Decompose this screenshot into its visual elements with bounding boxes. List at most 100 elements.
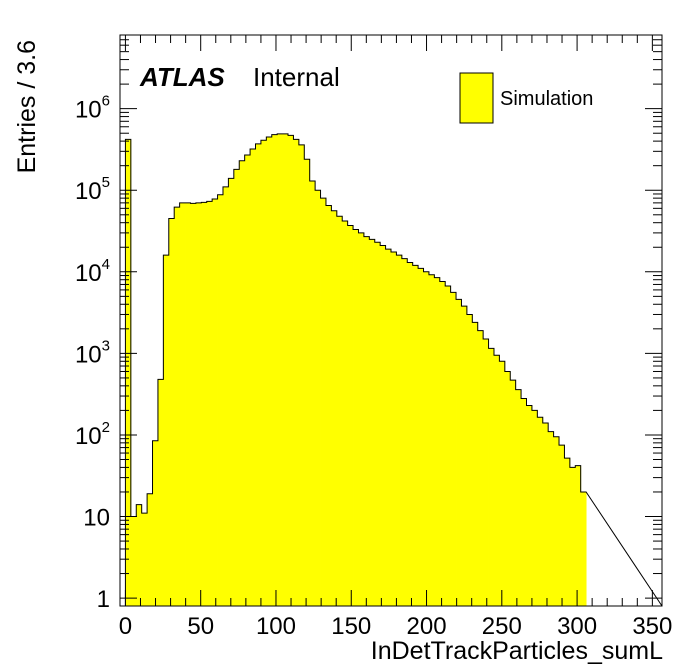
histogram-bar (407, 262, 414, 606)
histogram-bar (580, 491, 587, 606)
y-tick-label: 106 (75, 93, 110, 124)
histogram-bar (168, 218, 175, 606)
y-tick-label: 102 (75, 419, 110, 450)
histogram-bar (553, 436, 560, 606)
histogram-bar (157, 379, 164, 606)
histogram-bar (233, 169, 240, 606)
histogram-bar (342, 220, 349, 607)
histogram-bar (445, 285, 452, 606)
histogram-bar (212, 199, 218, 606)
histogram-bar (309, 180, 316, 607)
x-tick-label: 350 (632, 613, 672, 640)
histogram-bar (385, 249, 392, 606)
histogram-bar (141, 513, 148, 606)
histogram-bar (222, 186, 229, 606)
x-axis-title: InDetTrackParticles_sumL (371, 637, 663, 665)
histogram-bar (564, 458, 571, 606)
plot-border (119, 34, 663, 607)
histogram-bar (423, 271, 430, 606)
histogram-bar (336, 216, 343, 606)
histogram-bar (412, 265, 419, 606)
histogram-bar (461, 306, 468, 606)
y-tick-label: 105 (75, 174, 110, 205)
histogram-bar (542, 423, 549, 606)
histogram-bar (428, 274, 435, 606)
histogram-bar (493, 355, 500, 606)
histogram-bar (228, 178, 235, 606)
histogram-bar (369, 239, 376, 606)
plot-frame (119, 34, 663, 607)
histogram-bar (255, 143, 262, 607)
histogram-bar (260, 140, 267, 606)
histogram-bar (353, 229, 359, 606)
internal-label: Internal (253, 62, 340, 92)
histogram-bar (472, 322, 479, 606)
x-tick-label: 150 (331, 613, 371, 640)
x-tick-label: 300 (557, 613, 597, 640)
histogram-bars (120, 133, 663, 607)
histogram-bar (380, 245, 386, 606)
histogram-bar (434, 277, 441, 606)
histogram-bar (136, 504, 143, 606)
x-tick-label: 0 (119, 613, 132, 640)
histogram-bar (374, 242, 381, 606)
histogram-bar (217, 194, 224, 606)
histogram-bar (266, 136, 273, 606)
histogram-bar (537, 417, 544, 606)
y-tick-label: 10 (83, 505, 110, 532)
histogram-bar (526, 405, 533, 606)
y-axis-title: Entries / 3.6 (13, 40, 41, 173)
histogram-bar (147, 493, 153, 606)
histogram-bar (152, 440, 159, 606)
legend-label-simulation: Simulation (500, 88, 593, 110)
histogram-bar (401, 258, 408, 606)
x-axis: 0 50 100 150 200 250 300 350 (119, 35, 672, 640)
histogram-bar (396, 255, 403, 606)
histogram-bar (418, 268, 424, 606)
histogram-bar (195, 202, 202, 606)
histogram-bar (347, 225, 354, 606)
histogram-bar (190, 203, 197, 607)
histogram-bar (331, 210, 338, 606)
histogram-bar (515, 389, 522, 606)
histogram-bar (499, 361, 506, 606)
x-tick-label: 50 (187, 613, 214, 640)
histogram-bar (185, 202, 191, 606)
histogram-bar (293, 139, 300, 606)
histogram-bar (521, 398, 527, 606)
histogram-bar (244, 155, 251, 606)
y-axis: 1 10 102 103 104 105 106 (75, 34, 662, 613)
histogram-bar (298, 144, 305, 606)
histogram-bar (277, 133, 283, 606)
histogram-bar (315, 190, 321, 606)
histogram-bar (391, 251, 397, 606)
histogram-bar (304, 159, 311, 606)
histogram-bar (179, 202, 186, 606)
histogram-bar (282, 133, 289, 606)
histogram-bar (174, 207, 181, 606)
histogram-bar (201, 202, 208, 606)
y-tick-label: 103 (75, 337, 110, 368)
histogram-bar (239, 160, 246, 606)
histogram-bar (125, 139, 132, 606)
histogram-bar (439, 281, 446, 606)
y-tick-label: 1 (97, 586, 110, 613)
histogram-bar (320, 198, 327, 606)
histogram-bar (163, 255, 170, 606)
histogram-bar (271, 134, 278, 606)
y-tick-label: 104 (75, 256, 110, 287)
histogram-bar (569, 467, 576, 606)
x-tick-label: 250 (482, 613, 522, 640)
x-tick-label: 200 (407, 613, 447, 640)
histogram-bar (548, 431, 554, 606)
histogram-bar (450, 292, 457, 606)
histogram-bar (488, 348, 495, 606)
histogram-bar (456, 299, 462, 606)
atlas-label: ATLAS (139, 62, 225, 92)
histogram-bar (483, 339, 489, 606)
histogram-bar (325, 205, 332, 606)
histogram-bar (466, 314, 473, 606)
histogram-bar (250, 149, 256, 606)
histogram-bar (477, 330, 484, 606)
